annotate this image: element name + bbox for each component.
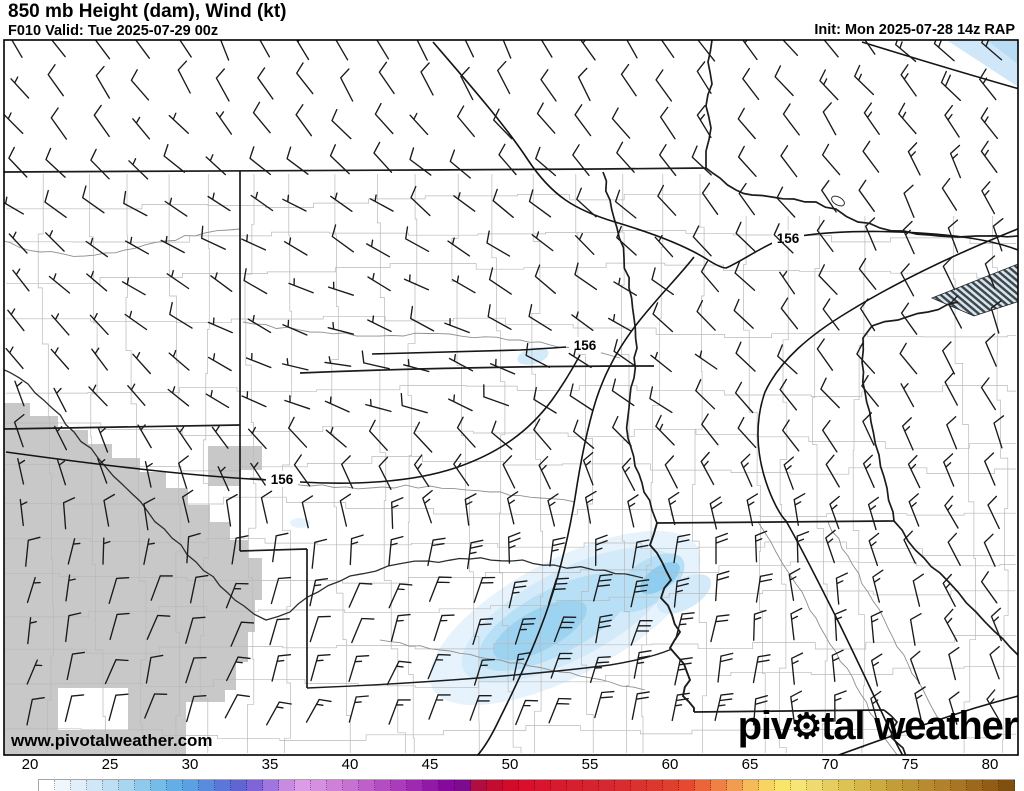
colorbar-cell (151, 780, 167, 791)
colorbar-cell (663, 780, 679, 791)
colorbar-tick-label: 80 (981, 756, 999, 773)
colorbar-cell (583, 780, 599, 791)
colorbar-tick-label: 60 (661, 756, 679, 773)
colorbar-cell (183, 780, 199, 791)
colorbar-cell (743, 780, 759, 791)
colorbar-cell (391, 780, 407, 791)
valid-time: F010 Valid: Tue 2025-07-29 00z (8, 23, 219, 39)
colorbar-cell (327, 780, 343, 791)
pivotal-weather-logo: piv⚙tal weather (737, 704, 1019, 748)
colorbar-tick-label: 35 (261, 756, 279, 773)
colorbar-cell (295, 780, 311, 791)
colorbar-cell (695, 780, 711, 791)
colorbar-cell (487, 780, 503, 791)
logo-text-right: tal weather (821, 704, 1018, 748)
colorbar-cell (359, 780, 375, 791)
colorbar-tick-label: 65 (741, 756, 759, 773)
colorbar-tick-label: 70 (821, 756, 839, 773)
colorbar-cell (759, 780, 775, 791)
colorbar-cell (935, 780, 951, 791)
colorbar-cell (855, 780, 871, 791)
colorbar-cell (39, 780, 55, 791)
colorbar-tick-label: 45 (421, 756, 439, 773)
colorbar-cell (839, 780, 855, 791)
svg-text:156: 156 (574, 338, 597, 353)
product-title: 850 mb Height (dam), Wind (kt) (8, 1, 287, 22)
colorbar-cell (167, 780, 183, 791)
colorbar-cell (919, 780, 935, 791)
colorbar-cell (375, 780, 391, 791)
colorbar-cell (215, 780, 231, 791)
colorbar-cell (983, 780, 999, 791)
colorbar-cell (71, 780, 87, 791)
logo-text-left: piv (737, 704, 793, 748)
colorbar-cell (263, 780, 279, 791)
colorbar-cell (135, 780, 151, 791)
colorbar-cell (471, 780, 487, 791)
colorbar-cell (455, 780, 471, 791)
colorbar-scale (38, 779, 1015, 791)
colorbar-cell (967, 780, 983, 791)
colorbar-cell (775, 780, 791, 791)
colorbar-tick-label: 55 (581, 756, 599, 773)
colorbar-cell (567, 780, 583, 791)
colorbar-cell (55, 780, 71, 791)
colorbar-cell (551, 780, 567, 791)
colorbar-cell (887, 780, 903, 791)
colorbar-cell (791, 780, 807, 791)
colorbar-cell (279, 780, 295, 791)
colorbar-cell (647, 780, 663, 791)
colorbar-cell (199, 780, 215, 791)
svg-text:156: 156 (271, 472, 294, 487)
colorbar-cell (599, 780, 615, 791)
colorbar-cell (343, 780, 359, 791)
colorbar-tick-label: 30 (181, 756, 199, 773)
colorbar-cell (423, 780, 439, 791)
colorbar-cell (103, 780, 119, 791)
colorbar-cell (535, 780, 551, 791)
colorbar-cell (519, 780, 535, 791)
colorbar-cell (311, 780, 327, 791)
colorbar-cell (439, 780, 455, 791)
colorbar-cell (999, 780, 1015, 791)
header: 850 mb Height (dam), Wind (kt) F010 Vali… (0, 0, 1024, 39)
colorbar-tick-label: 50 (501, 756, 519, 773)
watermark: www.pivotalweather.com (11, 731, 213, 750)
colorbar-cell (679, 780, 695, 791)
colorbar-tick-label: 25 (101, 756, 119, 773)
colorbar-cell (871, 780, 887, 791)
colorbar-cell (119, 780, 135, 791)
colorbar-cell (951, 780, 967, 791)
colorbar-cell (823, 780, 839, 791)
colorbar-tick-label: 20 (21, 756, 39, 773)
colorbar-cell (247, 780, 263, 791)
colorbar-cell (807, 780, 823, 791)
colorbar-cell (407, 780, 423, 791)
svg-text:156: 156 (777, 231, 800, 246)
colorbar-cell (503, 780, 519, 791)
colorbar-cell (711, 780, 727, 791)
colorbar-cell (631, 780, 647, 791)
colorbar-cell (615, 780, 631, 791)
gear-icon: ⚙ (790, 706, 823, 746)
colorbar-cell (87, 780, 103, 791)
init-time: Init: Mon 2025-07-28 14z RAP (814, 22, 1015, 38)
colorbar-cell (903, 780, 919, 791)
colorbar-cell (727, 780, 743, 791)
colorbar-tick-label: 40 (341, 756, 359, 773)
colorbar-cell (231, 780, 247, 791)
colorbar-tick-label: 75 (901, 756, 919, 773)
